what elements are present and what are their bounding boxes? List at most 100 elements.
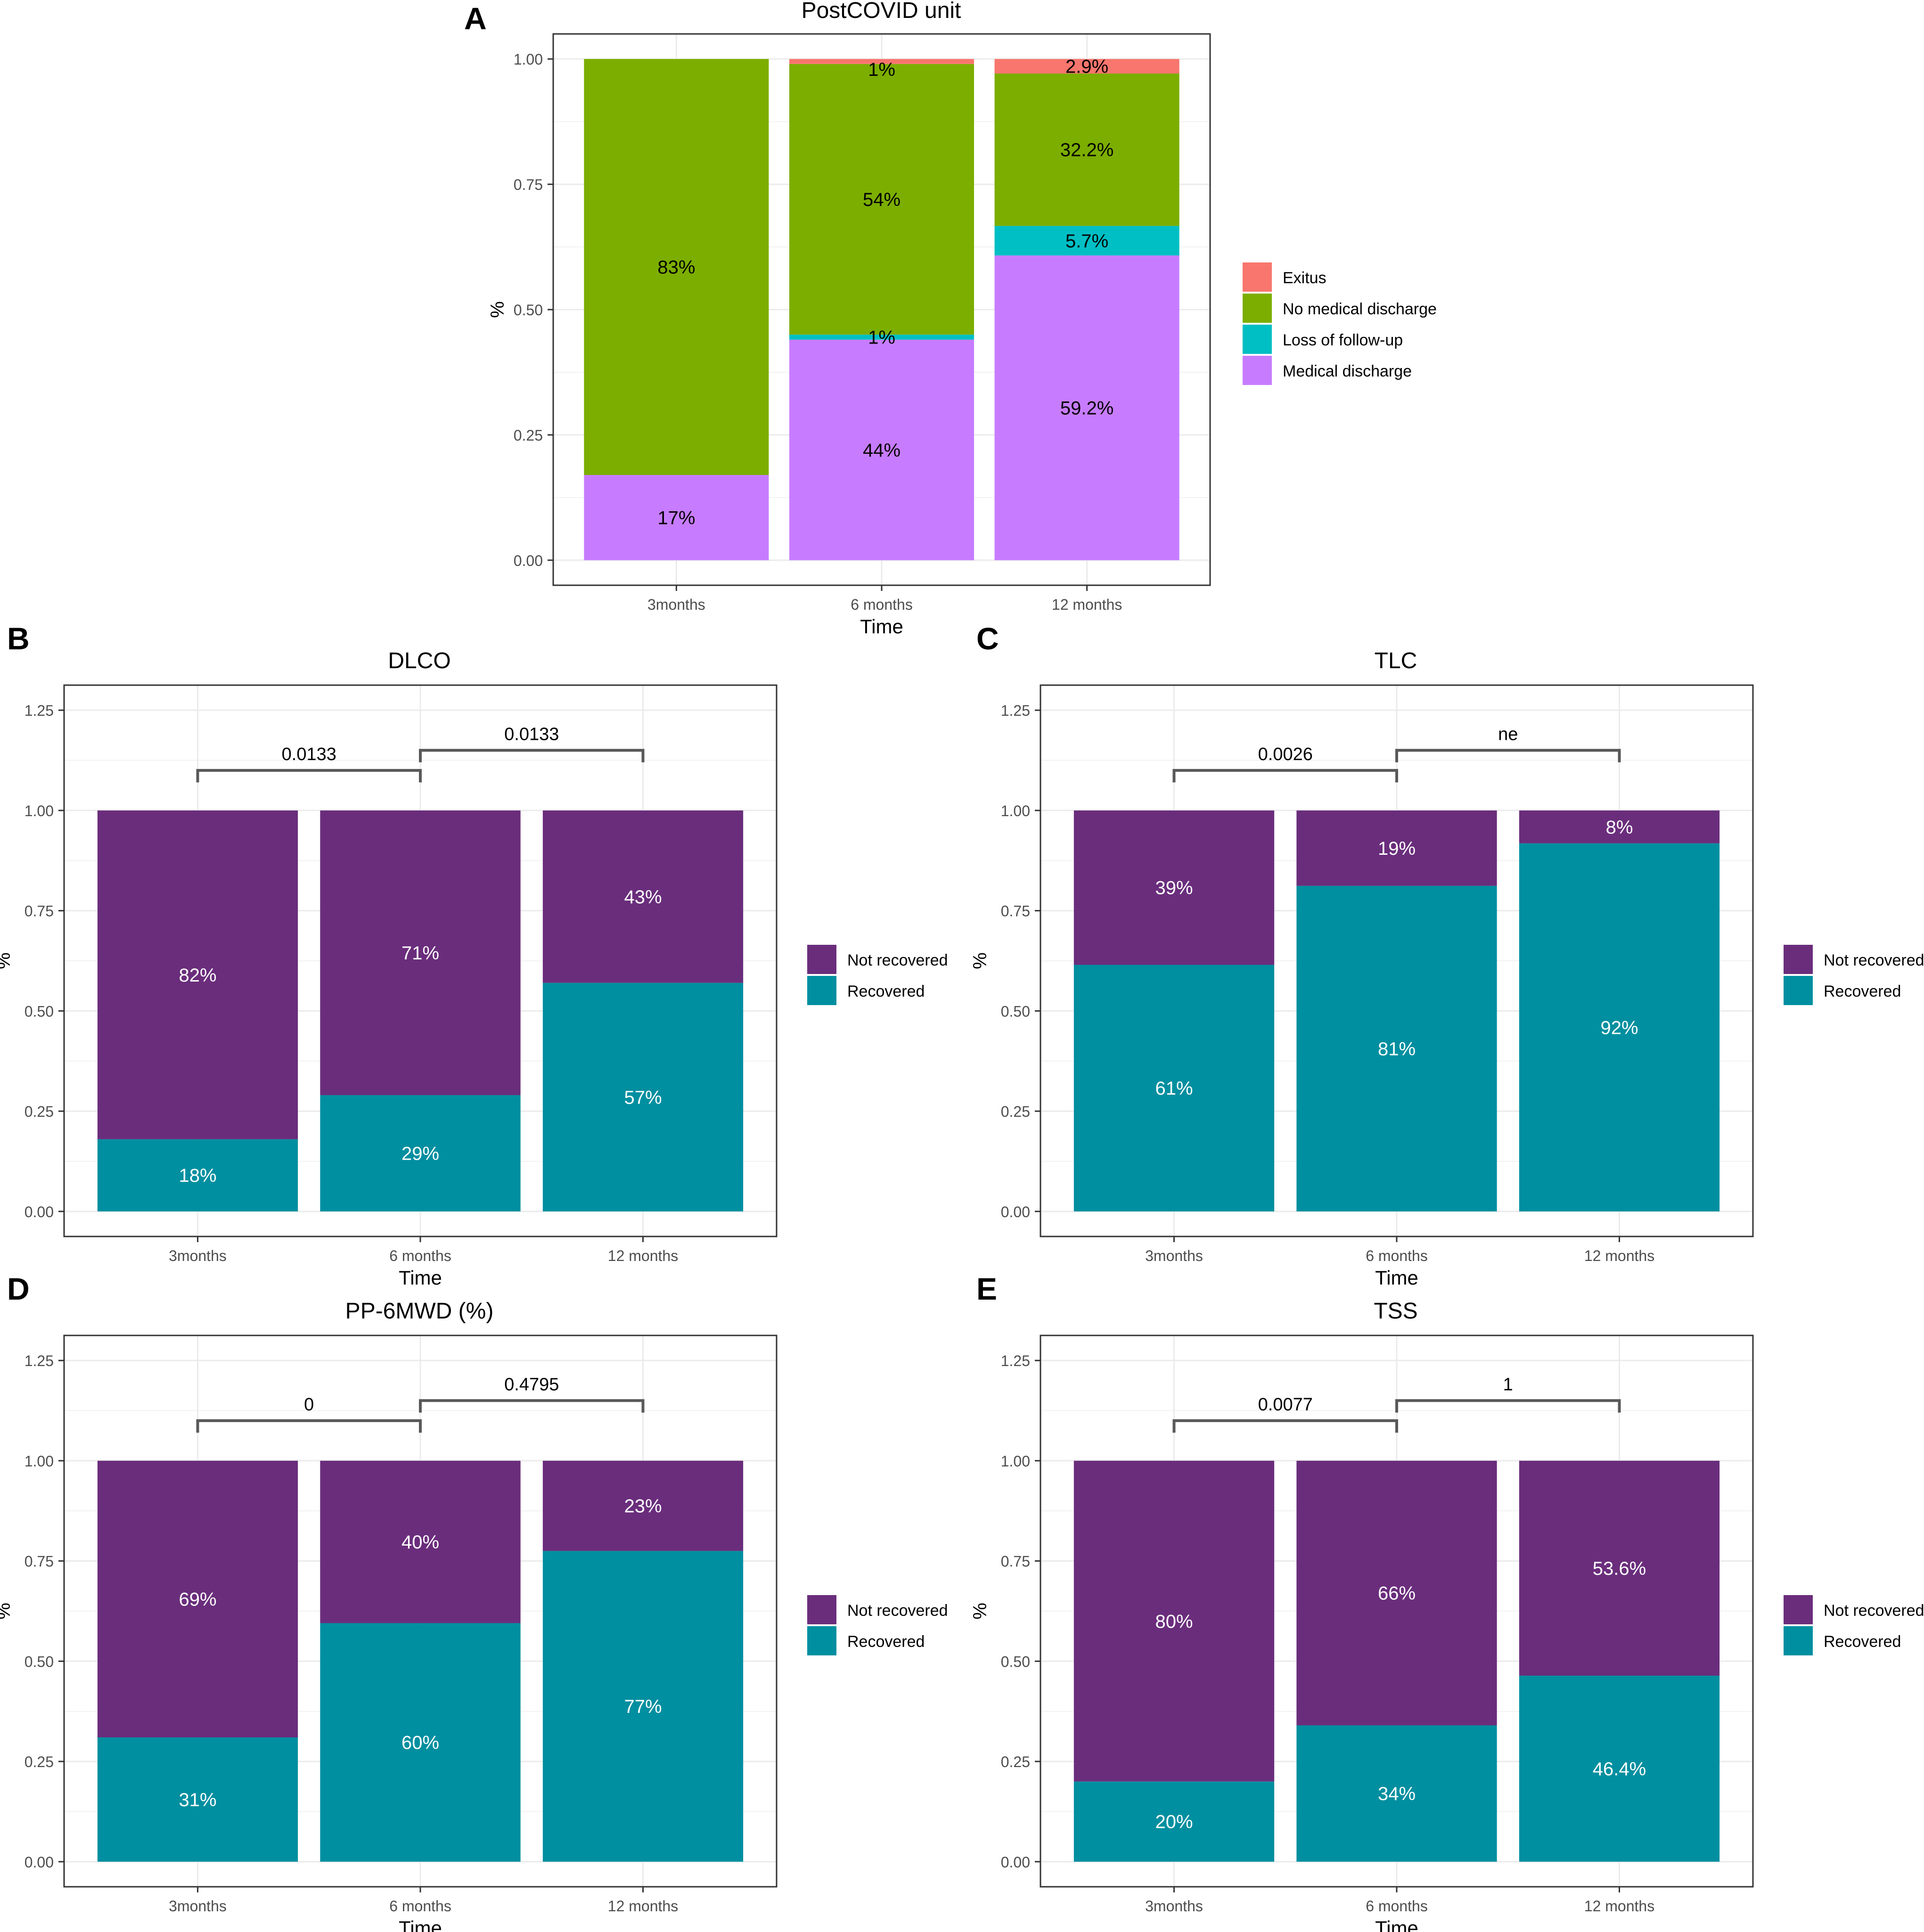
- bar-segment: [1519, 1675, 1720, 1862]
- bar-segment: [994, 226, 1179, 256]
- bar-label: 57%: [624, 1087, 662, 1108]
- bar-segment: [584, 59, 769, 475]
- legend: Not recovered Recovered: [1784, 945, 1924, 1005]
- legend-label: Recovered: [847, 982, 925, 1000]
- legend-label: Not recovered: [1824, 951, 1924, 969]
- x-axis: 3months 6 months 12 months Time: [169, 1236, 678, 1289]
- bar-label: 83%: [657, 257, 695, 278]
- x-axis-title: Time: [399, 1917, 442, 1932]
- bar-segment: [1519, 1460, 1720, 1676]
- p-value-label: 0.0026: [1258, 745, 1313, 764]
- bar-label: 32.2%: [1060, 140, 1113, 161]
- bar-label: 34%: [1378, 1784, 1416, 1804]
- legend-swatch: [1784, 1626, 1813, 1655]
- bar-label: 46.4%: [1593, 1759, 1646, 1779]
- bar-segment: [1296, 1460, 1497, 1726]
- y-tick-label: 0.25: [25, 1103, 54, 1120]
- bar-label: 59.2%: [1060, 398, 1113, 418]
- bar-label: 29%: [401, 1143, 439, 1164]
- chart-title: TSS: [1374, 1299, 1417, 1324]
- bar-segment: [320, 1623, 521, 1862]
- bar-labels: 20% 80% 34% 66% 46.4% 53.6%: [1155, 1558, 1646, 1833]
- x-tick-label: 12 months: [1584, 1898, 1654, 1915]
- y-tick-label: 0.50: [1001, 1653, 1030, 1670]
- x-tick-label: 3months: [1145, 1247, 1203, 1264]
- legend-label: Not recovered: [1824, 1602, 1924, 1620]
- bar-label: 92%: [1600, 1017, 1638, 1038]
- y-tick-label: 0.75: [25, 903, 54, 920]
- x-tick-label: 3months: [1145, 1898, 1203, 1915]
- x-tick-label: 3months: [647, 596, 705, 613]
- bar-segment: [1519, 810, 1720, 843]
- y-tick-label: 1.00: [25, 802, 54, 819]
- y-axis: 0.00 0.25 0.50 0.75 1.00 1.25%: [970, 702, 1040, 1220]
- y-tick-label: 0.25: [1001, 1753, 1030, 1770]
- bars: [1073, 1460, 1720, 1862]
- bar-segment: [1073, 1460, 1275, 1782]
- legend-swatch: [1784, 945, 1813, 974]
- legend-swatch: [1784, 976, 1813, 1005]
- legend-swatch: [807, 1595, 836, 1624]
- bar-segment: [1519, 843, 1720, 1212]
- significance-brackets: 0.0026 ne: [1172, 724, 1621, 783]
- legend: Exitus No medical discharge Loss of follow…: [1243, 262, 1437, 385]
- x-tick-label: 6 months: [1366, 1898, 1428, 1915]
- x-axis-title: Time: [399, 1267, 442, 1289]
- legend-swatch: [807, 976, 836, 1005]
- p-value-label: 0.0133: [282, 745, 336, 764]
- legend-swatch: [1243, 356, 1272, 385]
- bar-segment: [1296, 810, 1497, 886]
- y-tick-label: 0.50: [25, 1003, 54, 1020]
- bar-segment: [1073, 965, 1275, 1212]
- significance-bracket: [1395, 749, 1621, 762]
- y-axis: 0.00 0.25 0.50 0.75 1.00 1.25%: [0, 702, 64, 1220]
- bar-segment: [320, 1095, 521, 1212]
- legend: Not recovered Recovered: [807, 945, 948, 1005]
- bar-labels: 31% 69% 60% 40% 77% 23%: [179, 1496, 662, 1810]
- bar-label: 69%: [179, 1589, 216, 1610]
- chart-title: PostCOVID unit: [802, 0, 961, 23]
- y-tick-label: 0.25: [1001, 1103, 1030, 1120]
- y-axis: 0.00 0.25 0.50 0.75 1.00 1.25%: [0, 1352, 64, 1871]
- x-tick-label: 6 months: [389, 1247, 451, 1264]
- bar-segment: [97, 810, 298, 1139]
- bar-segment: [789, 64, 974, 335]
- legend-swatch: [1784, 1595, 1813, 1624]
- significance-bracket: [419, 1399, 645, 1413]
- legend-label: Not recovered: [847, 951, 948, 969]
- significance-bracket: [1395, 1399, 1621, 1413]
- x-axis: 3months 6 months 12 months Time: [647, 585, 1122, 638]
- legend: Not recovered Recovered: [807, 1595, 948, 1655]
- x-axis-title: Time: [860, 615, 903, 638]
- bar-segment: [542, 1551, 744, 1862]
- significance-bracket: [196, 1419, 422, 1433]
- bar-label: 20%: [1155, 1812, 1193, 1833]
- bar-label: 18%: [179, 1165, 216, 1186]
- legend-label: Loss of follow-up: [1283, 331, 1403, 349]
- significance-brackets: 0 0.4795: [196, 1375, 645, 1433]
- bar-label: 31%: [179, 1790, 216, 1810]
- bar-label: 66%: [1378, 1583, 1416, 1604]
- significance-bracket: [1172, 1419, 1398, 1433]
- y-tick-label: 0.50: [25, 1653, 54, 1670]
- bar-label: 19%: [1378, 838, 1416, 859]
- chart-panel-c: C TLC 61% 39% 81% 19% 92% 8% 0.0026 ne 0.00 0.25 0.5…: [970, 621, 1924, 1289]
- bar-label: 77%: [624, 1696, 662, 1717]
- panel-letter: C: [976, 621, 999, 656]
- x-axis: 3months 6 months 12 months Time: [169, 1887, 678, 1932]
- p-value-label: ne: [1498, 724, 1518, 744]
- bar-segment: [1296, 1725, 1497, 1862]
- bar-segment: [1073, 1781, 1275, 1862]
- p-value-label: 0.0133: [504, 724, 559, 744]
- bars: [97, 1460, 744, 1862]
- legend-label: Recovered: [847, 1633, 925, 1651]
- panel-letter: D: [7, 1271, 30, 1306]
- legend-label: Exitus: [1283, 269, 1326, 287]
- y-axis-title: %: [0, 1603, 14, 1620]
- bar-label: 43%: [624, 887, 662, 908]
- legend-label: Not recovered: [847, 1602, 948, 1620]
- bar-label: 39%: [1155, 878, 1193, 899]
- chart-panel-e: E TSS 20% 80% 34% 66% 46.4% 53.6% 0.0077 1 0.00 0.2…: [970, 1271, 1924, 1932]
- bar-labels: 17% 83% 44% 1% 54% 1% 59.2% 5.7% 32.2% 2.9%: [657, 57, 1113, 529]
